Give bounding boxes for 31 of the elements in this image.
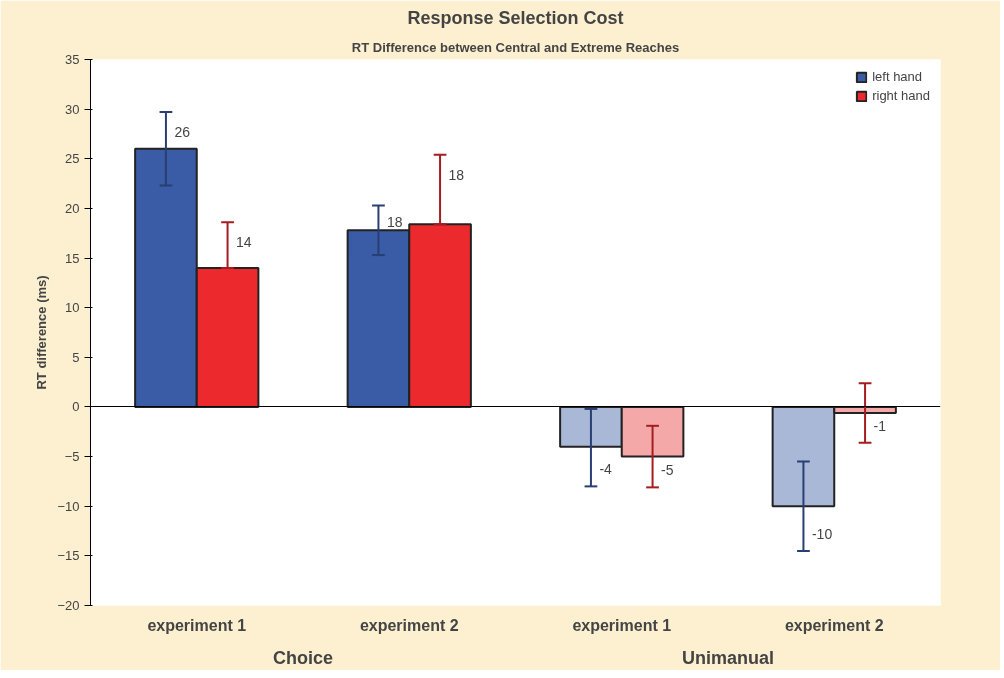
chart-title: Response Selection Cost xyxy=(407,7,624,28)
y-tick-label: 20 xyxy=(65,200,80,216)
data-label: -1 xyxy=(873,417,887,434)
y-tick-label: −15 xyxy=(57,548,80,564)
y-axis-title: RT difference (ms) xyxy=(34,275,50,390)
data-label: 14 xyxy=(236,234,252,251)
data-label: -5 xyxy=(661,462,674,479)
data-label: -4 xyxy=(599,461,613,478)
x-tick-label: experiment 2 xyxy=(359,616,459,634)
text: Unimanual xyxy=(681,647,775,668)
data-label: 18 xyxy=(448,166,465,183)
y-tick-label: −5 xyxy=(64,449,80,465)
x-tick-label: experiment 1 xyxy=(147,616,247,634)
y-tick-label: −10 xyxy=(57,498,80,514)
text: Choice xyxy=(272,647,334,668)
y-tick-label: 30 xyxy=(65,101,80,117)
y-tick-label: 15 xyxy=(65,250,80,266)
chart-subtitle: RT Difference between Central and Extreme Reaches xyxy=(351,39,680,55)
y-tick-label: −20 xyxy=(57,598,80,613)
data-label: 26 xyxy=(174,123,191,140)
y-tick-label: 5 xyxy=(72,349,80,365)
x-tick-label: experiment 1 xyxy=(572,616,672,634)
data-label: 18 xyxy=(386,214,403,231)
data-label: -10 xyxy=(811,525,833,542)
x-tick-label: experiment 2 xyxy=(784,616,884,634)
y-tick-label: 25 xyxy=(65,151,80,167)
legend-label: left hand xyxy=(872,69,923,84)
y-tick-label: 10 xyxy=(65,300,80,316)
legend-label: right hand xyxy=(872,88,930,103)
y-tick-label: 35 xyxy=(65,52,80,67)
y-tick-label: 0 xyxy=(72,399,80,415)
